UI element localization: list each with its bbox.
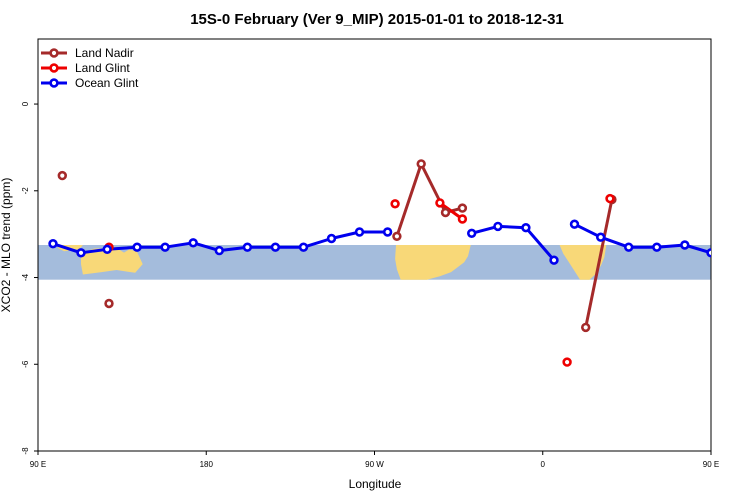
y-tick-label: 0 <box>21 101 30 106</box>
data-point-ocean-glint <box>706 248 711 258</box>
data-point-ocean-glint <box>680 240 690 250</box>
data-point-ocean-glint <box>354 227 365 237</box>
chart-title: 15S-0 February (Ver 9_MIP) 2015-01-01 to… <box>190 11 564 28</box>
x-tick-label: 90 E <box>30 460 46 469</box>
series-line-land-nadir <box>584 199 614 328</box>
series-layer <box>48 159 743 367</box>
legend-item: Ocean Glint <box>41 76 139 90</box>
data-point-ocean-glint <box>298 242 309 252</box>
data-point-land-glint <box>390 199 400 209</box>
legend-marker <box>49 63 59 73</box>
data-point-ocean-glint <box>521 223 531 233</box>
data-point-ocean-glint <box>76 248 86 258</box>
data-point-land-nadir <box>392 231 402 242</box>
data-point-land-nadir <box>416 159 426 169</box>
data-point-ocean-glint <box>132 242 142 252</box>
x-axis-label: Longitude <box>349 477 402 491</box>
x-tick-label: 90 W <box>365 460 384 469</box>
data-point-land-glint <box>605 193 615 204</box>
data-point-land-glint <box>562 357 572 367</box>
legend-item: Land Nadir <box>41 46 134 60</box>
data-point-ocean-glint <box>549 255 559 265</box>
data-point-ocean-glint <box>569 219 580 229</box>
x-tick-label: 90 E <box>703 460 719 469</box>
y-tick-label: -4 <box>21 273 30 281</box>
data-point-ocean-glint <box>160 242 170 252</box>
data-point-ocean-glint <box>736 246 743 253</box>
data-point-ocean-glint <box>652 242 662 252</box>
y-tick-label: -6 <box>21 360 30 368</box>
data-point-ocean-glint <box>382 227 393 237</box>
data-point-ocean-glint <box>48 239 58 249</box>
data-point-land-nadir <box>57 170 67 181</box>
y-tick-label: -8 <box>21 447 30 455</box>
land-south-america <box>395 245 471 280</box>
x-tick-label: 180 <box>200 460 214 469</box>
data-point-land-nadir <box>457 203 468 213</box>
data-point-ocean-glint <box>326 233 337 244</box>
legend-marker <box>49 78 59 88</box>
data-point-ocean-glint <box>493 221 503 232</box>
legend-label: Ocean Glint <box>75 76 139 90</box>
y-axis: 0 -2 -4 -6 -8 <box>21 101 38 455</box>
data-point-ocean-glint <box>214 245 225 256</box>
legend-item: Land Glint <box>41 61 130 75</box>
legend-label: Land Nadir <box>75 46 134 60</box>
series-line-ocean-glint <box>471 224 556 262</box>
data-point-ocean-glint <box>595 232 606 242</box>
y-axis-label: XCO2 - MLO trend (ppm) <box>0 178 13 313</box>
data-point-land-glint <box>457 214 468 224</box>
data-point-ocean-glint <box>623 242 634 252</box>
data-point-land-nadir <box>440 207 451 218</box>
y-tick-label: -2 <box>21 187 30 195</box>
legend-label: Land Glint <box>75 61 130 75</box>
land-australia <box>81 246 143 275</box>
data-point-land-nadir <box>580 322 591 333</box>
data-point-ocean-glint <box>188 238 198 248</box>
series-line-ocean-glint <box>573 222 711 255</box>
data-point-ocean-glint <box>242 242 253 252</box>
land-africa <box>559 245 607 280</box>
data-point-ocean-glint <box>270 242 281 252</box>
data-point-ocean-glint <box>102 244 112 255</box>
land-islands-right <box>730 245 750 251</box>
legend-marker <box>49 48 59 58</box>
data-point-land-glint <box>435 198 445 208</box>
data-point-ocean-glint <box>467 228 477 239</box>
series-line-land-nadir <box>395 162 463 237</box>
x-tick-label: 0 <box>541 460 546 469</box>
data-point-land-nadir <box>104 298 114 309</box>
